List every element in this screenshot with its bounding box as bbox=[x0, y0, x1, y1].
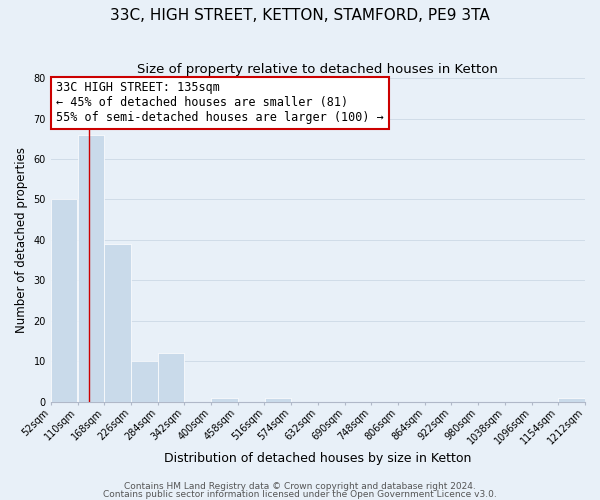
Text: 33C HIGH STREET: 135sqm
← 45% of detached houses are smaller (81)
55% of semi-de: 33C HIGH STREET: 135sqm ← 45% of detache… bbox=[56, 82, 384, 124]
Bar bbox=[51, 200, 77, 402]
Text: 33C, HIGH STREET, KETTON, STAMFORD, PE9 3TA: 33C, HIGH STREET, KETTON, STAMFORD, PE9 … bbox=[110, 8, 490, 22]
Bar bbox=[131, 361, 158, 402]
Bar bbox=[211, 398, 238, 402]
Bar bbox=[158, 353, 184, 402]
Text: Contains HM Land Registry data © Crown copyright and database right 2024.: Contains HM Land Registry data © Crown c… bbox=[124, 482, 476, 491]
Title: Size of property relative to detached houses in Ketton: Size of property relative to detached ho… bbox=[137, 62, 499, 76]
Bar bbox=[265, 398, 291, 402]
Bar bbox=[104, 244, 131, 402]
Text: Contains public sector information licensed under the Open Government Licence v3: Contains public sector information licen… bbox=[103, 490, 497, 499]
Y-axis label: Number of detached properties: Number of detached properties bbox=[15, 147, 28, 333]
Bar bbox=[559, 398, 585, 402]
Bar bbox=[77, 134, 104, 402]
X-axis label: Distribution of detached houses by size in Ketton: Distribution of detached houses by size … bbox=[164, 452, 472, 465]
